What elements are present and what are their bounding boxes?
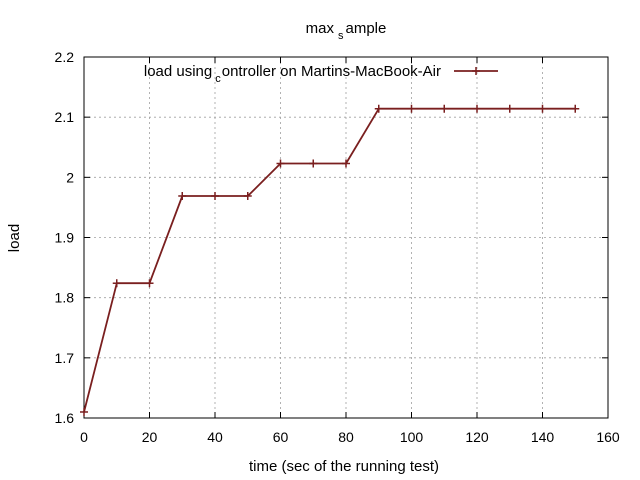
data-point (407, 104, 416, 113)
data-point (571, 104, 580, 113)
y-tick-label: 2.2 (55, 49, 75, 65)
x-tick-label: 160 (596, 429, 620, 445)
data-point (440, 104, 449, 113)
y-tick-label: 1.9 (55, 230, 75, 246)
data-point (80, 407, 88, 416)
x-axis-label: time (sec of the running test) (249, 458, 439, 475)
data-point (145, 279, 154, 288)
y-axis-label: load (6, 224, 23, 252)
x-tick-label: 100 (400, 429, 424, 445)
data-point (473, 104, 481, 113)
y-tick-label: 2.1 (55, 109, 75, 125)
data-point (276, 159, 285, 168)
y-tick-label: 1.6 (55, 410, 75, 426)
x-tick-label: 40 (207, 429, 223, 445)
x-tick-label: 80 (338, 429, 354, 445)
data-point (505, 104, 514, 113)
grid-lines (84, 57, 608, 418)
data-point (178, 191, 187, 200)
y-tick-label: 1.8 (55, 290, 75, 306)
data-point (538, 104, 547, 113)
legend-marker (472, 67, 480, 75)
data-point (211, 191, 219, 200)
series-line (83, 107, 576, 413)
legend-label: load using controller on Martins-MacBook-… (144, 63, 441, 85)
y-tick-label: 2 (66, 169, 74, 185)
data-point (374, 104, 383, 113)
x-tick-label: 120 (465, 429, 489, 445)
data-point (342, 159, 350, 168)
series-layer (80, 104, 580, 416)
x-tick-label: 60 (273, 429, 289, 445)
x-tick-label: 140 (531, 429, 555, 445)
data-point (112, 279, 121, 288)
data-point (309, 159, 318, 168)
legend-marker-cross (472, 67, 480, 75)
x-tick-label: 20 (142, 429, 158, 445)
y-tick-label: 1.7 (55, 350, 75, 366)
data-point (243, 191, 252, 200)
chart-title: max s ample (306, 20, 387, 42)
legend: load using controller on Martins-MacBook-… (144, 63, 498, 85)
x-tick-label: 0 (80, 429, 88, 445)
